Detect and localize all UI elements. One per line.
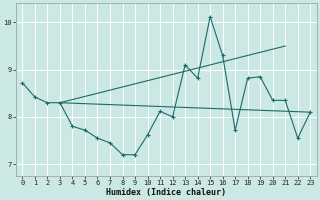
X-axis label: Humidex (Indice chaleur): Humidex (Indice chaleur) [106, 188, 226, 197]
